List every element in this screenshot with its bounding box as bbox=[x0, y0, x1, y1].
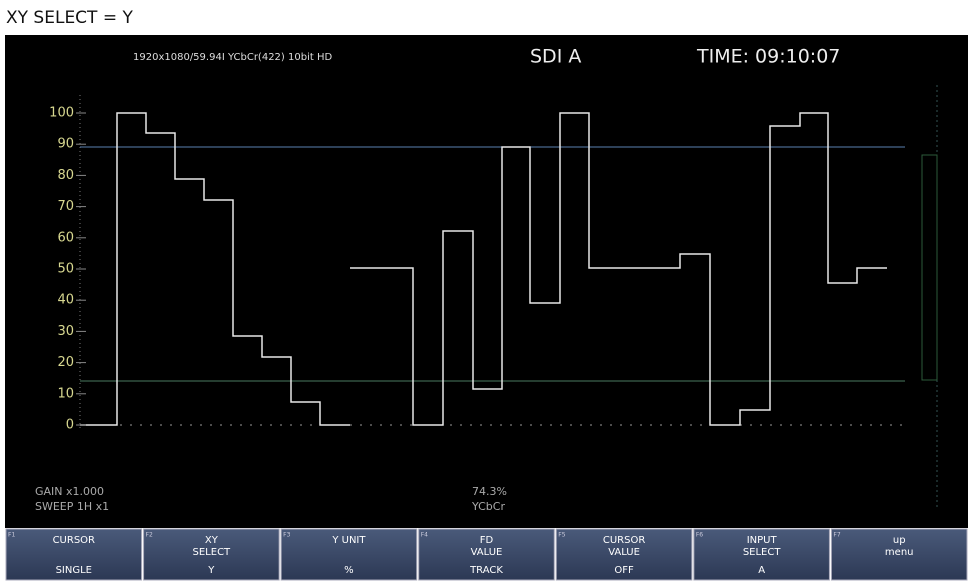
scale-label: 70 bbox=[57, 199, 74, 214]
key-id: F6 bbox=[696, 532, 703, 539]
key-id: F2 bbox=[146, 532, 153, 539]
key-label: menu bbox=[885, 547, 914, 558]
key-label: CURSOR bbox=[53, 535, 95, 546]
key-label: VALUE bbox=[471, 547, 503, 558]
sweep: SWEEP 1H x1 bbox=[35, 500, 109, 513]
key-label: INPUT bbox=[747, 535, 778, 546]
key-label: up bbox=[893, 535, 906, 546]
time: TIME: 09:10:07 bbox=[696, 46, 840, 68]
function-key[interactable] bbox=[280, 528, 418, 581]
caption: XY SELECT = Y bbox=[6, 8, 133, 28]
key-label: SELECT bbox=[743, 547, 782, 558]
key-value: TRACK bbox=[469, 565, 503, 576]
key-id: F7 bbox=[833, 532, 840, 539]
display bbox=[5, 35, 968, 528]
scale-label: 30 bbox=[57, 324, 74, 339]
key-id: F1 bbox=[8, 532, 15, 539]
scale-label: 50 bbox=[57, 262, 74, 277]
function-key[interactable] bbox=[5, 528, 143, 581]
scale-label: 90 bbox=[57, 137, 74, 152]
key-label: SELECT bbox=[193, 547, 232, 558]
key-value: SINGLE bbox=[56, 565, 92, 576]
key-value: A bbox=[758, 565, 765, 576]
scale-label: 10 bbox=[57, 386, 74, 401]
color-space: YCbCr bbox=[471, 500, 505, 513]
scale-label: 40 bbox=[57, 293, 74, 308]
key-id: F5 bbox=[558, 532, 565, 539]
scale-label: 100 bbox=[49, 106, 74, 121]
function-key[interactable] bbox=[143, 528, 280, 581]
scale-label: 80 bbox=[57, 168, 74, 183]
key-value: OFF bbox=[614, 565, 634, 576]
function-key[interactable] bbox=[830, 528, 968, 581]
cursor-value: 74.3% bbox=[472, 485, 507, 498]
scale-label: 0 bbox=[66, 418, 74, 433]
key-label: XY bbox=[205, 535, 219, 546]
scale-label: 20 bbox=[57, 355, 74, 370]
gain: GAIN x1.000 bbox=[35, 485, 104, 498]
key-id: F3 bbox=[283, 532, 290, 539]
scale-label: 60 bbox=[57, 230, 74, 245]
format: 1920x1080/59.94I YCbCr(422) 10bit HD bbox=[133, 52, 332, 63]
input: SDI A bbox=[530, 46, 581, 68]
waveform bbox=[80, 112, 887, 426]
key-label: Y UNIT bbox=[331, 535, 366, 546]
function-key[interactable] bbox=[693, 528, 830, 581]
key-label: VALUE bbox=[608, 547, 640, 558]
key-id: F4 bbox=[421, 532, 428, 539]
key-label: FD bbox=[480, 535, 494, 546]
side-marker bbox=[921, 154, 938, 381]
function-key[interactable] bbox=[555, 528, 693, 581]
function-key[interactable] bbox=[418, 528, 555, 581]
key-value: Y bbox=[207, 565, 215, 576]
key-label: CURSOR bbox=[603, 535, 645, 546]
key-value: % bbox=[344, 565, 354, 576]
